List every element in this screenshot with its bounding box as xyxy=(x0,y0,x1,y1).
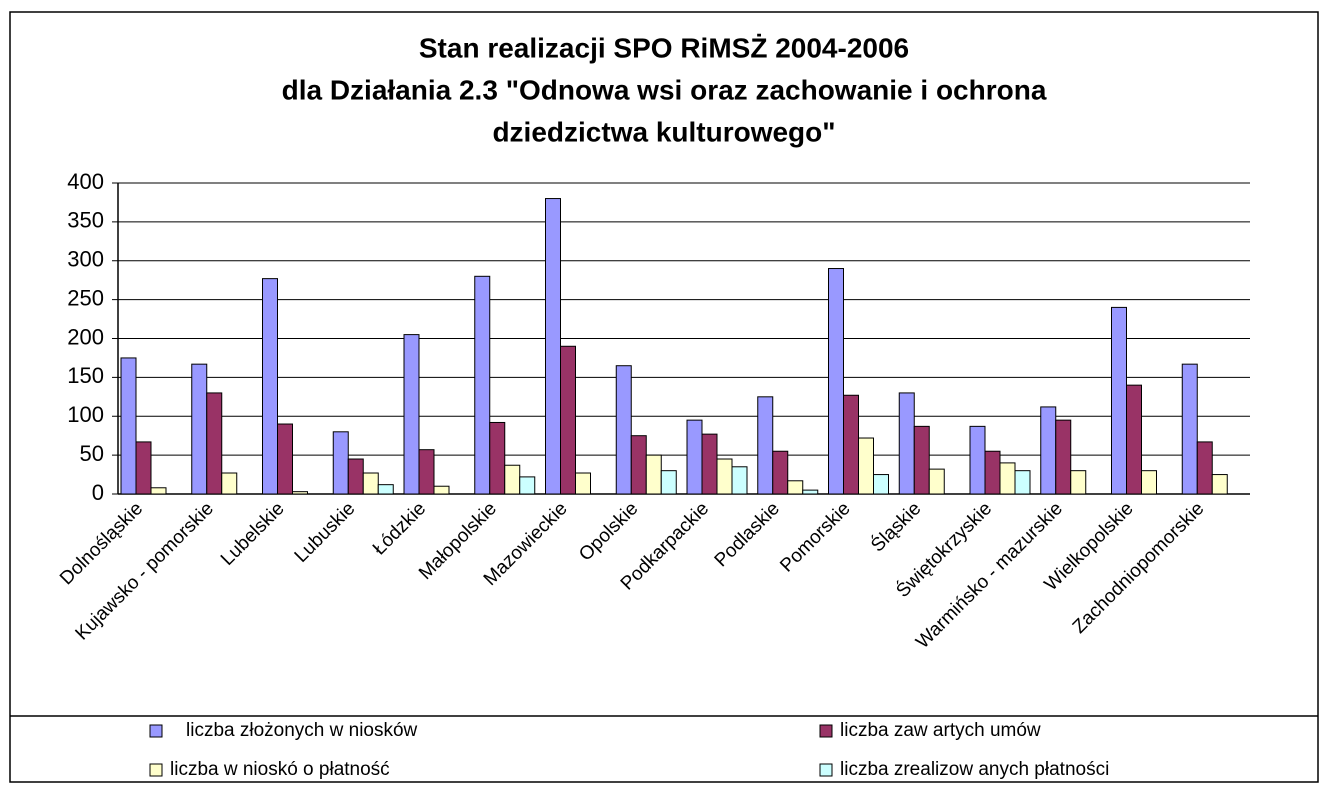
bar xyxy=(489,421,506,495)
bar xyxy=(575,472,591,495)
bar xyxy=(418,449,435,495)
bar xyxy=(545,198,561,495)
bar xyxy=(615,365,632,495)
bar xyxy=(332,431,349,495)
bar xyxy=(1181,363,1198,495)
bar xyxy=(433,485,450,495)
bar xyxy=(292,491,308,495)
bar xyxy=(731,466,748,495)
bar xyxy=(519,476,536,495)
bar xyxy=(347,458,364,495)
legend-label: liczba złożonych w niosków xyxy=(186,720,418,741)
legend-swatch xyxy=(819,724,833,738)
bar xyxy=(928,468,945,495)
y-tick-label: 50 xyxy=(80,441,104,466)
bar xyxy=(802,489,819,495)
bar xyxy=(1211,474,1228,495)
bar xyxy=(474,275,491,495)
bar xyxy=(984,450,1001,495)
chart-title: dziedzictwa kulturowego" xyxy=(492,116,835,147)
bar xyxy=(504,464,521,495)
legend-label: liczba w nioskó o płatność xyxy=(170,759,390,780)
y-tick-label: 150 xyxy=(67,363,104,388)
bar xyxy=(787,480,804,495)
bar xyxy=(1055,419,1072,495)
bar xyxy=(362,472,379,495)
chart-title: dla Działania 2.3 "Odnowa wsi oraz zacho… xyxy=(282,74,1047,105)
y-tick-label: 300 xyxy=(67,247,104,272)
bar xyxy=(630,435,647,495)
bar xyxy=(206,392,223,495)
bar xyxy=(221,472,238,495)
bar xyxy=(150,487,167,495)
legend-swatch xyxy=(149,724,163,738)
bar xyxy=(1040,406,1057,495)
bar xyxy=(403,334,420,495)
bar xyxy=(1014,470,1031,495)
bar xyxy=(1070,470,1087,495)
chart-frame xyxy=(9,11,1319,783)
bar xyxy=(645,454,662,495)
legend-swatch xyxy=(149,763,163,777)
y-tick-label: 250 xyxy=(67,285,104,310)
bar xyxy=(560,345,576,495)
bar xyxy=(1111,306,1127,495)
bar xyxy=(1126,384,1142,495)
bar xyxy=(191,363,208,495)
bar xyxy=(858,437,874,495)
bar xyxy=(277,423,293,495)
y-tick-label: 0 xyxy=(92,480,104,505)
bar xyxy=(660,470,677,495)
legend-swatch xyxy=(819,763,833,777)
bar xyxy=(135,441,152,495)
bar xyxy=(686,419,703,495)
bar xyxy=(377,484,394,495)
y-tick-label: 100 xyxy=(67,402,104,427)
bar xyxy=(772,450,789,495)
bar xyxy=(969,425,986,495)
y-tick-label: 400 xyxy=(67,169,104,194)
bar xyxy=(898,392,915,495)
bar xyxy=(873,474,889,495)
bar xyxy=(262,278,278,495)
bar xyxy=(828,268,844,495)
bar xyxy=(1196,441,1213,495)
bar xyxy=(1141,470,1157,495)
y-tick-label: 350 xyxy=(67,208,104,233)
legend-label: liczba zaw artych umów xyxy=(840,720,1041,741)
bar xyxy=(843,394,859,495)
chart-title: Stan realizacji SPO RiMSŻ 2004-2006 xyxy=(419,32,909,63)
bar xyxy=(999,462,1016,495)
bar xyxy=(701,433,718,495)
legend-label: liczba zrealizow anych płatności xyxy=(840,759,1109,780)
bar xyxy=(913,425,930,495)
bar xyxy=(120,357,137,495)
bar xyxy=(757,396,774,495)
bar xyxy=(716,458,733,495)
y-tick-label: 200 xyxy=(67,324,104,349)
